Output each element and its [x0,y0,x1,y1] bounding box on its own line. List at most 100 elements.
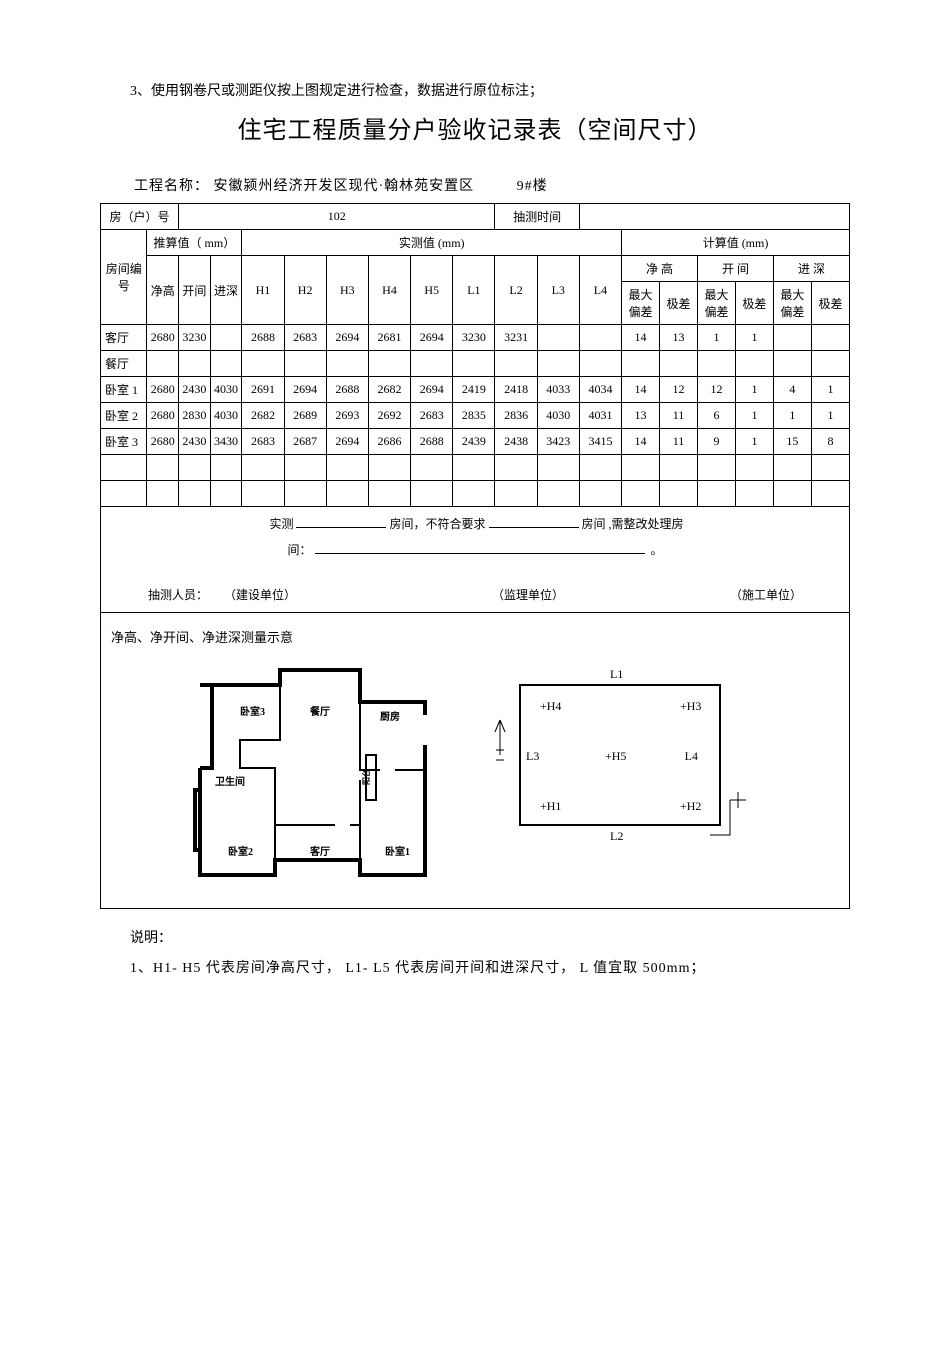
cell-h3: 2693 [326,403,368,429]
intro-text: 3、使用钢卷尺或测距仪按上图规定进行检查，数据进行原位标注； [130,80,850,100]
time-value [579,204,849,230]
cell-l2: 2836 [495,403,537,429]
project-name: 安徽颍州经济开发区现代·翰林苑安置区 [214,179,475,194]
cell-js: 4030 [210,403,242,429]
cell-name: 餐厅 [101,351,147,377]
cell-c: 6 [697,403,735,429]
cell-f [811,481,849,507]
cell-e [773,351,811,377]
cell-d [735,481,773,507]
hdr-l3: L3 [537,256,579,325]
cell-h5: 2683 [411,403,453,429]
unit-label: 房（户）号 [101,204,179,230]
cell-l4 [579,325,621,351]
cell-name: 客厅 [101,325,147,351]
cell-b [660,455,698,481]
cell-b: 11 [660,403,698,429]
cell-b [660,351,698,377]
notes-p2a: 间： [287,543,311,557]
meas-label: 实测值 (mm) [242,230,622,256]
lbl-H1: +H1 [540,799,561,813]
notes-line-1: 实测 房间，不符合要求 房间 ,需整改处理房 [103,511,847,537]
cell-e: 1 [773,403,811,429]
room-ws2: 卧室2 [228,845,253,858]
cell-js [210,455,242,481]
cell-h3 [326,481,368,507]
lbl-L2: L2 [610,829,623,843]
cell-l3: 4033 [537,377,579,403]
cell-h4: 2681 [368,325,410,351]
cell-h3 [326,351,368,377]
floorplan-svg: 卧室3 餐厅 厨房 卫生间 卧室2 客厅 卧室1 阳台 [180,660,440,890]
hdr-h4: H4 [368,256,410,325]
cell-b: 13 [660,325,698,351]
cell-js [210,351,242,377]
hdr-js: 进深 [210,256,242,325]
cell-a: 14 [622,429,660,455]
cell-name [101,481,147,507]
cell-h5 [411,481,453,507]
cell-h3: 2688 [326,377,368,403]
cell-h2 [284,351,326,377]
hdr-bay: 开 间 [697,256,773,282]
room-ws1: 卧室1 [385,845,410,858]
hdr-h2: H2 [284,256,326,325]
cell-l3: 3423 [537,429,579,455]
hdr-range-1: 极差 [660,282,698,325]
cell-b [660,481,698,507]
notes-line-2: 间： 。 [103,537,847,563]
cell-d: 1 [735,429,773,455]
cell-a [622,481,660,507]
cell-jg [147,455,179,481]
hdr-depth: 进 深 [773,256,849,282]
cell-h2: 2683 [284,325,326,351]
unit-supervisor: （监理单位） [492,588,564,602]
lbl-L3: L3 [526,749,539,763]
cell-jg: 2680 [147,429,179,455]
table-row: 卧室 1268024304030269126942688268226942419… [101,377,850,403]
cell-a: 14 [622,377,660,403]
cell-jg: 2680 [147,325,179,351]
hdr-h1: H1 [242,256,284,325]
cell-jg: 2680 [147,377,179,403]
cell-h1 [242,481,284,507]
hdr-h5: H5 [411,256,453,325]
hdr-h3: H3 [326,256,368,325]
notes-p1c: 房间 ,需整改处理房 [582,517,684,531]
cell-f [811,455,849,481]
unit-value: 102 [179,204,495,230]
unit-builder: （建设单位） [224,588,296,602]
cell-a [622,351,660,377]
personnel-label: 抽测人员： [148,588,208,602]
cell-f [811,351,849,377]
explain-heading: 说明： [130,927,850,947]
cell-e: 4 [773,377,811,403]
table-row [101,455,850,481]
hdr-kj: 开间 [179,256,211,325]
lbl-H2: +H2 [680,799,701,813]
lbl-H3: +H3 [680,699,701,713]
cell-js [210,325,242,351]
table-row: 餐厅 [101,351,850,377]
room-ct: 餐厅 [309,705,330,718]
cell-h2 [284,481,326,507]
cell-c: 1 [697,325,735,351]
hdr-range-3: 极差 [811,282,849,325]
cell-h1: 2691 [242,377,284,403]
cell-jg [147,351,179,377]
cell-h3: 2694 [326,429,368,455]
cell-l4: 4034 [579,377,621,403]
cell-h5: 2688 [411,429,453,455]
cell-jg [147,481,179,507]
cell-l3 [537,325,579,351]
cell-h2: 2687 [284,429,326,455]
roomno-label: 房间编号 [101,230,147,325]
cell-l1: 2419 [453,377,495,403]
cell-l3 [537,481,579,507]
measurement-svg: L1 L2 L3 L4 +H1 +H2 +H3 +H4 +H5 [480,660,770,860]
hdr-jg: 净高 [147,256,179,325]
cell-l2: 3231 [495,325,537,351]
personnel-line: 抽测人员： （建设单位） （监理单位） （施工单位） [103,582,847,608]
cell-f [811,325,849,351]
notes-p1a: 实测 [269,517,293,531]
